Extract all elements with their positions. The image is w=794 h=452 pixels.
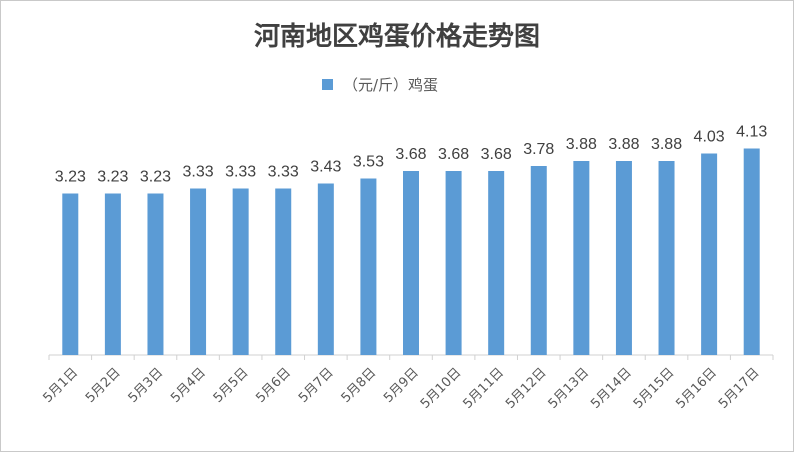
bar-5 xyxy=(232,188,249,355)
category-label-7: 5月7日 xyxy=(296,365,337,406)
category-label-4: 5月4日 xyxy=(168,365,209,406)
bar-9 xyxy=(403,171,419,355)
value-label-12: 3.78 xyxy=(523,141,554,158)
value-label-8: 3.53 xyxy=(353,154,384,171)
bar-6 xyxy=(275,188,292,355)
bar-15 xyxy=(658,161,675,355)
value-label-9: 3.68 xyxy=(395,146,426,163)
value-label-6: 3.33 xyxy=(268,164,299,181)
category-label-14: 5月14日 xyxy=(588,365,635,412)
category-label-5: 5月5日 xyxy=(211,365,252,406)
category-label-3: 5月3日 xyxy=(126,365,167,406)
category-label-11: 5月11日 xyxy=(460,365,507,412)
value-label-16: 4.03 xyxy=(694,129,725,146)
category-label-2: 5月2日 xyxy=(83,365,124,406)
bar-17 xyxy=(743,148,760,355)
bar-14 xyxy=(615,161,632,355)
value-label-4: 3.33 xyxy=(182,164,213,181)
bar-4 xyxy=(190,188,207,355)
value-label-11: 3.68 xyxy=(481,146,512,163)
category-label-1: 5月1日 xyxy=(40,365,81,406)
legend-label: （元/斤）鸡蛋 xyxy=(343,76,439,94)
value-label-7: 3.43 xyxy=(310,159,341,176)
chart-title: 河南地区鸡蛋价格走势图 xyxy=(253,22,540,52)
value-label-13: 3.88 xyxy=(566,136,597,153)
value-label-14: 3.88 xyxy=(608,136,639,153)
category-label-12: 5月12日 xyxy=(503,365,550,412)
value-label-17: 4.13 xyxy=(736,124,767,141)
category-label-15: 5月15日 xyxy=(631,365,678,412)
bar-16 xyxy=(701,153,718,355)
bar-1 xyxy=(62,193,79,355)
category-label-9: 5月9日 xyxy=(381,365,422,406)
value-label-5: 3.33 xyxy=(225,164,256,181)
value-label-1: 3.23 xyxy=(55,169,86,186)
value-label-3: 3.23 xyxy=(140,169,171,186)
bar-12 xyxy=(530,166,547,355)
bar-8 xyxy=(360,178,377,355)
value-label-2: 3.23 xyxy=(97,169,128,186)
value-label-10: 3.68 xyxy=(438,146,469,163)
bar-7 xyxy=(317,183,334,355)
chart-legend: （元/斤）鸡蛋 xyxy=(322,74,438,95)
legend-swatch xyxy=(322,79,333,90)
value-label-15: 3.88 xyxy=(651,136,682,153)
category-label-8: 5月8日 xyxy=(339,365,380,406)
category-label-6: 5月6日 xyxy=(253,365,294,406)
bar-2 xyxy=(104,193,121,355)
bar-3 xyxy=(147,193,164,355)
category-label-17: 5月17日 xyxy=(716,365,763,412)
category-label-16: 5月16日 xyxy=(673,365,720,412)
bar-10 xyxy=(445,171,462,355)
category-label-13: 5月13日 xyxy=(546,365,593,412)
category-label-10: 5月10日 xyxy=(418,365,465,412)
bar-11 xyxy=(488,171,505,355)
bar-13 xyxy=(573,161,590,355)
